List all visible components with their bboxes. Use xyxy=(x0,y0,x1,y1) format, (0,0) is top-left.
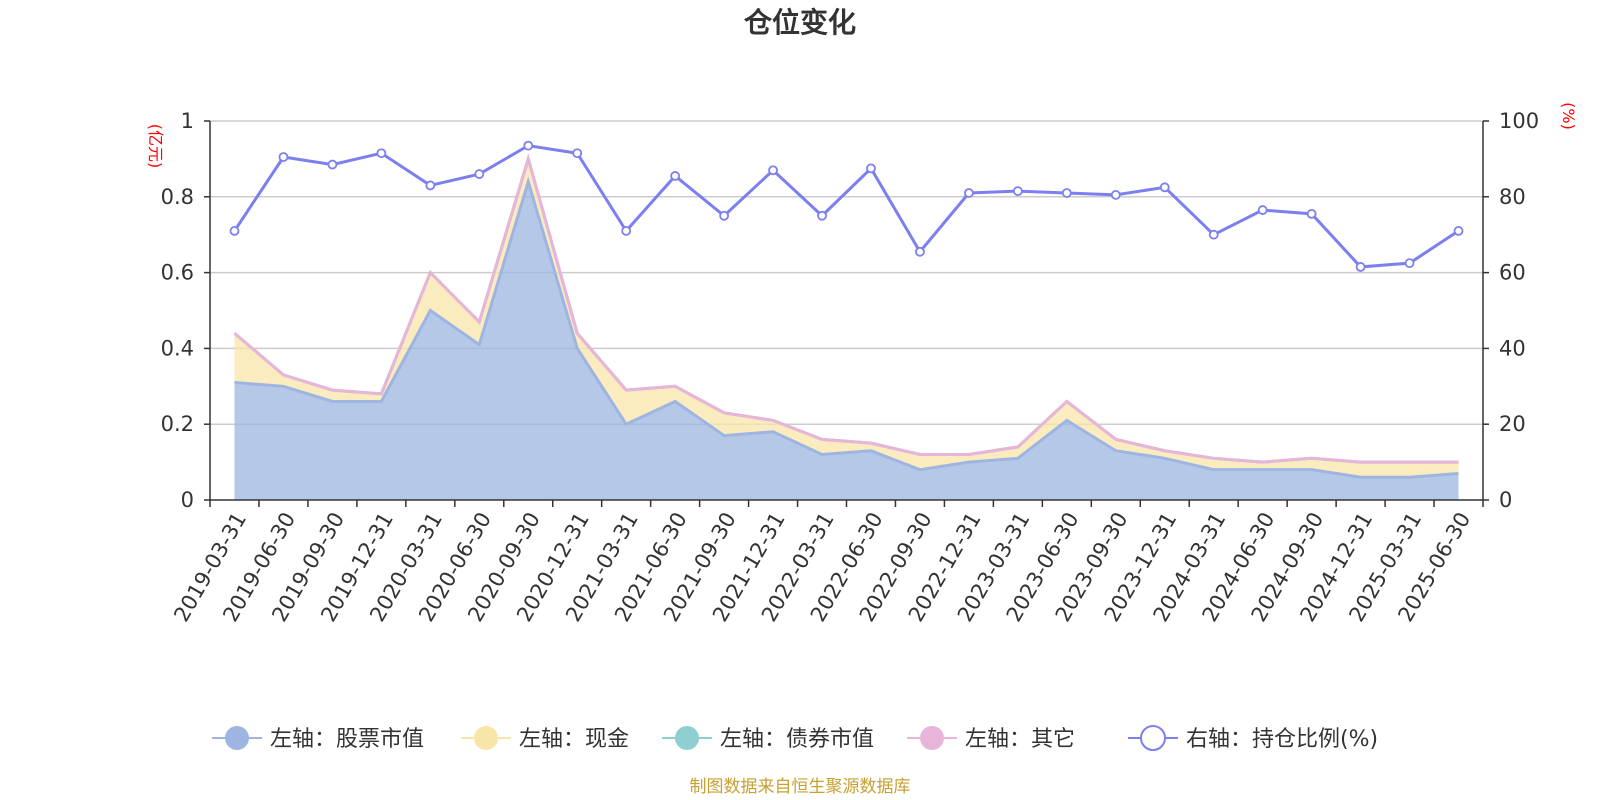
ratio-point xyxy=(670,171,681,181)
ratio-point xyxy=(376,148,387,159)
legend-marker-icon xyxy=(474,726,498,750)
ratio-point xyxy=(1061,188,1072,198)
ratio-point xyxy=(719,210,729,221)
left-axis-tick-label: 0.8 xyxy=(161,185,194,209)
legend-label: 左轴：债券市值 xyxy=(720,727,874,752)
legend-label: 左轴：现金 xyxy=(519,727,629,752)
ratio-point xyxy=(768,165,778,176)
data-source-footer: 制图数据来自恒生聚源数据库 xyxy=(690,777,911,797)
legend-label: 右轴：持仓比例(%) xyxy=(1186,727,1378,752)
ratio-line xyxy=(233,144,1460,269)
left-axis-tick-label: 0.6 xyxy=(161,261,194,285)
chart-title: 仓位变化 xyxy=(744,6,856,39)
ratio-point xyxy=(572,148,583,159)
area-series xyxy=(233,153,1459,500)
ratio-point xyxy=(1404,258,1415,269)
right-axis-tick-label: 80 xyxy=(1499,185,1526,209)
ratio-point xyxy=(523,140,534,151)
ratio-point xyxy=(866,163,876,174)
legend-label: 左轴：其它 xyxy=(965,727,1075,752)
legend-label: 左轴：股票市值 xyxy=(270,727,424,752)
ratio-point xyxy=(1110,190,1121,200)
ratio-point xyxy=(425,180,436,191)
axes: 0 00.2 200.4 400.6 600.8 801 1002019-03-312019… xyxy=(161,109,1540,626)
right-axis-tick-label: 40 xyxy=(1499,336,1526,360)
legend-marker-icon xyxy=(225,726,249,750)
area-line xyxy=(233,153,1459,464)
ratio-point xyxy=(1453,226,1464,236)
area-fill xyxy=(234,181,1459,500)
area-line xyxy=(234,176,1459,479)
ratio-line-series xyxy=(229,140,1464,272)
left-axis-tick-label: 1 xyxy=(181,109,194,133)
legend-item: 右轴：持仓比例(%) xyxy=(1128,725,1378,752)
ratio-point xyxy=(1012,186,1023,197)
ratio-point xyxy=(327,159,338,170)
left-axis-tick-label: 0.2 xyxy=(161,412,194,436)
ratio-point xyxy=(278,152,289,162)
legend-item: 左轴：现金 xyxy=(461,726,629,752)
legend-marker-icon xyxy=(675,726,699,750)
legend-marker-icon xyxy=(1140,725,1166,751)
ratio-point xyxy=(1257,205,1268,215)
ratio-point xyxy=(229,226,240,236)
ratio-point xyxy=(1208,229,1219,240)
right-axis-unit: (%) xyxy=(1559,102,1578,130)
left-axis-tick-label: 0 xyxy=(181,488,194,512)
ratio-point xyxy=(817,210,827,221)
ratio-point xyxy=(621,226,632,236)
ratio-point xyxy=(1159,182,1170,193)
right-axis-tick-label: 100 xyxy=(1499,109,1539,133)
ratio-point xyxy=(915,246,925,257)
ratio-point xyxy=(1355,262,1366,272)
legend-marker-icon xyxy=(920,726,944,750)
left-axis-tick-label: 0.4 xyxy=(161,336,194,360)
ratio-point xyxy=(474,169,485,179)
legend: 左轴：股票市值 左轴：现金 左轴：债券市值 左轴：其它 右轴：持仓比例(%) xyxy=(212,725,1378,752)
right-axis-tick-label: 60 xyxy=(1499,261,1526,285)
right-axis-tick-label: 0 xyxy=(1499,488,1512,512)
ratio-point xyxy=(964,188,974,198)
left-axis-unit: (亿元) xyxy=(146,124,165,169)
legend-item: 左轴：其它 xyxy=(907,726,1075,752)
legend-item: 左轴：股票市值 xyxy=(212,726,424,752)
right-axis-tick-label: 20 xyxy=(1499,412,1526,436)
legend-item: 左轴：债券市值 xyxy=(662,726,874,752)
ratio-point xyxy=(1306,208,1317,219)
